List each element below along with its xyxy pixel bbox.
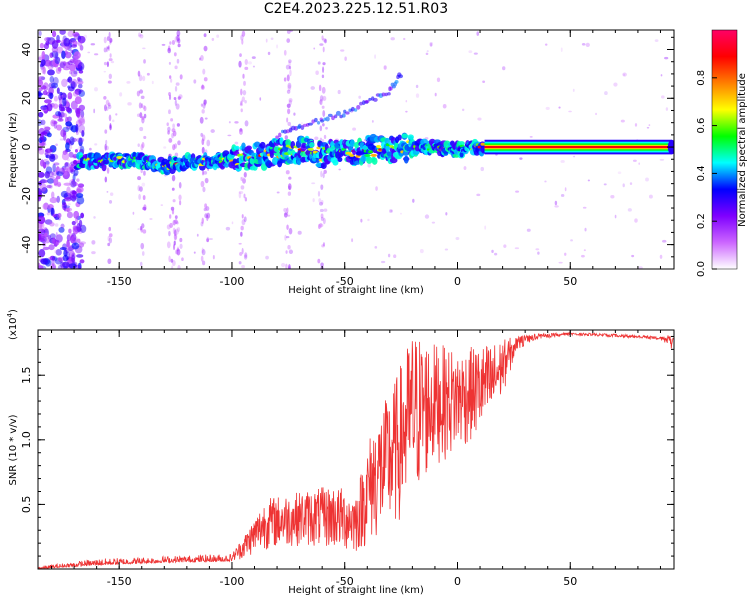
spectrogram-y-axis: -40 -20 0 20 40	[20, 36, 674, 270]
snr-y-label: SNR (10 * v/v)	[8, 414, 19, 485]
snr-y-axis: 0.5 1.0 1.5	[20, 335, 674, 557]
snr-y-tick-label: 0.5	[20, 496, 33, 514]
snr-x-tick-label: 50	[563, 575, 577, 588]
snr-x-tick-label: -100	[219, 575, 244, 588]
colorbar-ticks: 0.0 0.2 0.4 0.6 0.8	[696, 70, 717, 277]
spectrogram-x-tick-label: 50	[563, 275, 577, 288]
colorbar-tick-label: 0.0	[696, 261, 707, 277]
colorbar-label: Normalized spectral amplitude	[737, 73, 748, 227]
spectrogram-x-tick-label: -150	[107, 275, 132, 288]
spectrogram-x-tick-label: -100	[219, 275, 244, 288]
spectrogram-y-tick-label: 40	[20, 43, 33, 57]
snr-x-tick-label: -150	[107, 575, 132, 588]
snr-y-tick-label: 1.5	[20, 366, 33, 384]
spectrogram-y-tick-label: 20	[20, 91, 33, 105]
spectrogram-x-axis: -150 -100 -50 0 50	[51, 30, 661, 288]
snr-panel: -150 -100 -50 0 50 0.5 1.0 1.5 Height of strai…	[6, 309, 675, 596]
colorbar-tick-label: 0.4	[696, 165, 707, 181]
snr-x-label: Height of straight line (km)	[288, 585, 424, 596]
snr-x-axis: -150 -100 -50 0 50	[51, 330, 661, 588]
snr-y-tick-label: 1.0	[20, 431, 33, 449]
colorbar: 0.0 0.2 0.4 0.6 0.8 Normalized spectral ampl…	[696, 29, 748, 277]
colorbar-tick-label: 0.8	[696, 70, 707, 86]
spectrogram-ridge	[73, 72, 488, 176]
snr-x-tick-label: -50	[336, 575, 354, 588]
spectrogram-panel: -150 -100 -50 0 50 -40 -20 0 20 40 Height of str…	[8, 29, 675, 296]
spectrogram-y-tick-label: -40	[20, 236, 33, 254]
spectrogram-content	[38, 30, 674, 269]
snr-x-tick-label: 0	[454, 575, 461, 588]
spectrogram-y-tick-label: -20	[20, 187, 33, 205]
spectrogram-x-tick-label: -50	[336, 275, 354, 288]
snr-content	[38, 331, 674, 569]
snr-frame	[37, 329, 675, 570]
spectrogram-x-label: Height of straight line (km)	[288, 285, 424, 296]
colorbar-tick-label: 0.2	[696, 213, 707, 229]
spectrogram-x-tick-label: 0	[454, 275, 461, 288]
snr-series-line	[38, 331, 674, 569]
spectrogram-y-tick-label: 0	[20, 144, 33, 151]
colorbar-gradient	[711, 29, 738, 270]
snr-multiplier: (x104)	[6, 309, 19, 340]
colorbar-tick-label: 0.6	[696, 118, 707, 134]
chart-title: C2E4.2023.225.12.51.R03	[263, 1, 449, 17]
spectrogram-tone-band	[484, 139, 674, 155]
spectrogram-frame	[37, 29, 675, 270]
spectrogram-y-label: Frequency (Hz)	[8, 112, 19, 188]
